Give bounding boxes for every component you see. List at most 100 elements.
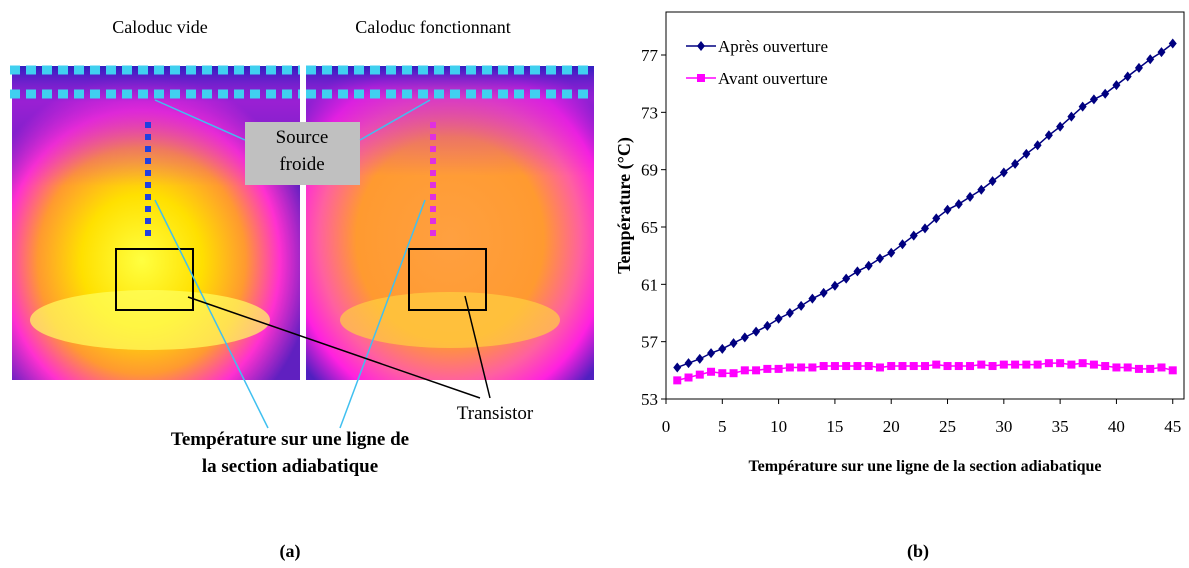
point bbox=[842, 273, 851, 284]
point bbox=[853, 362, 862, 371]
point bbox=[988, 176, 997, 187]
source-label: froide bbox=[279, 154, 324, 175]
point bbox=[740, 332, 749, 343]
image-title: Caloduc fonctionnant bbox=[355, 17, 510, 37]
y-tick-label: 69 bbox=[641, 161, 658, 180]
point bbox=[999, 360, 1008, 369]
source-label: Source bbox=[276, 127, 329, 148]
point bbox=[752, 326, 761, 337]
point bbox=[707, 367, 716, 376]
point bbox=[875, 253, 884, 264]
point bbox=[774, 364, 783, 373]
point bbox=[830, 362, 839, 371]
point bbox=[830, 280, 839, 291]
line-label: Température sur une ligne de bbox=[171, 429, 409, 450]
y-axis-title: Température (°C) bbox=[614, 137, 635, 274]
arrows bbox=[154, 99, 431, 429]
point bbox=[1123, 71, 1132, 82]
x-tick-label: 25 bbox=[939, 417, 956, 436]
y-tick-label: 77 bbox=[641, 46, 659, 65]
x-tick-label: 0 bbox=[662, 417, 671, 436]
y-tick-label: 65 bbox=[641, 218, 658, 237]
thermal-spot bbox=[340, 292, 560, 348]
plot-frame bbox=[665, 11, 1185, 400]
transistor-box bbox=[408, 248, 487, 311]
legend-marker bbox=[697, 41, 705, 51]
point bbox=[1078, 359, 1087, 368]
point bbox=[1022, 148, 1031, 159]
x-tick-label: 15 bbox=[826, 417, 843, 436]
point bbox=[673, 362, 682, 373]
point bbox=[1089, 360, 1098, 369]
point bbox=[1157, 47, 1166, 58]
legend-marker bbox=[697, 74, 705, 82]
source-marker bbox=[10, 65, 594, 99]
point bbox=[1011, 360, 1020, 369]
point bbox=[1134, 62, 1143, 73]
point bbox=[785, 363, 794, 372]
thermal-spot bbox=[30, 290, 270, 350]
point bbox=[898, 239, 907, 250]
point bbox=[875, 363, 884, 372]
point bbox=[1067, 360, 1076, 369]
point bbox=[797, 300, 806, 311]
arrows bbox=[187, 295, 491, 399]
legend-label: Avant ouverture bbox=[718, 69, 828, 88]
y-tick-label: 57 bbox=[641, 333, 659, 352]
point bbox=[966, 191, 975, 202]
point bbox=[729, 338, 738, 349]
y-tick-label: 61 bbox=[641, 275, 658, 294]
x-tick-label: 20 bbox=[883, 417, 900, 436]
point bbox=[988, 362, 997, 371]
point bbox=[842, 362, 851, 371]
point bbox=[1168, 38, 1177, 49]
point bbox=[1056, 359, 1065, 368]
point bbox=[684, 373, 693, 382]
point bbox=[1157, 363, 1166, 372]
series-line bbox=[676, 42, 1174, 369]
y-tick-label: 53 bbox=[641, 390, 658, 409]
point bbox=[819, 287, 828, 298]
point bbox=[763, 320, 772, 331]
point bbox=[887, 362, 896, 371]
point bbox=[1101, 88, 1110, 99]
transistor-label: Transistor bbox=[457, 403, 534, 424]
point bbox=[864, 362, 873, 371]
x-tick-label: 5 bbox=[718, 417, 727, 436]
point bbox=[1146, 54, 1155, 65]
chart: 53 57 61 65 69 73 77 0 5 10 15 20 25 30 35 40 45 Températ… bbox=[614, 11, 1185, 475]
point bbox=[1123, 363, 1132, 372]
y-tick-label: 73 bbox=[641, 103, 658, 122]
point bbox=[898, 362, 907, 371]
point bbox=[752, 366, 761, 375]
point bbox=[1146, 364, 1155, 373]
point bbox=[954, 362, 963, 371]
point bbox=[1112, 363, 1121, 372]
point bbox=[999, 167, 1008, 178]
point bbox=[673, 376, 682, 385]
point bbox=[695, 353, 704, 364]
point bbox=[1089, 94, 1098, 105]
x-tick-label: 30 bbox=[995, 417, 1012, 436]
point bbox=[718, 369, 727, 378]
point bbox=[1056, 121, 1065, 132]
point bbox=[808, 363, 817, 372]
point bbox=[887, 247, 896, 258]
point bbox=[853, 266, 862, 277]
point bbox=[954, 199, 963, 210]
point bbox=[729, 369, 738, 378]
point bbox=[909, 362, 918, 371]
point bbox=[943, 204, 952, 215]
point bbox=[808, 293, 817, 304]
panel-a: Caloduc vide Caloduc fonctionnant Source… bbox=[10, 17, 594, 562]
point bbox=[921, 362, 929, 371]
point bbox=[797, 363, 806, 372]
point bbox=[763, 364, 772, 373]
point bbox=[1101, 362, 1110, 371]
x-axis-title: Température sur une ligne de la section … bbox=[748, 458, 1101, 475]
point bbox=[909, 230, 918, 241]
point bbox=[943, 362, 952, 371]
line-label: la section adiabatique bbox=[202, 456, 378, 477]
point bbox=[977, 360, 986, 369]
